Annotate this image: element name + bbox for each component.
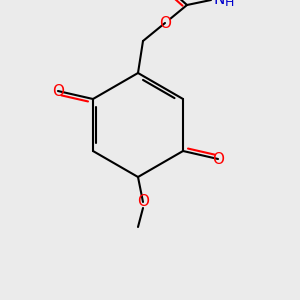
Text: H: H [224,0,234,8]
Text: O: O [52,83,64,98]
Text: O: O [159,16,171,31]
Text: O: O [137,194,149,209]
Text: O: O [212,152,224,166]
Text: N: N [213,0,225,8]
